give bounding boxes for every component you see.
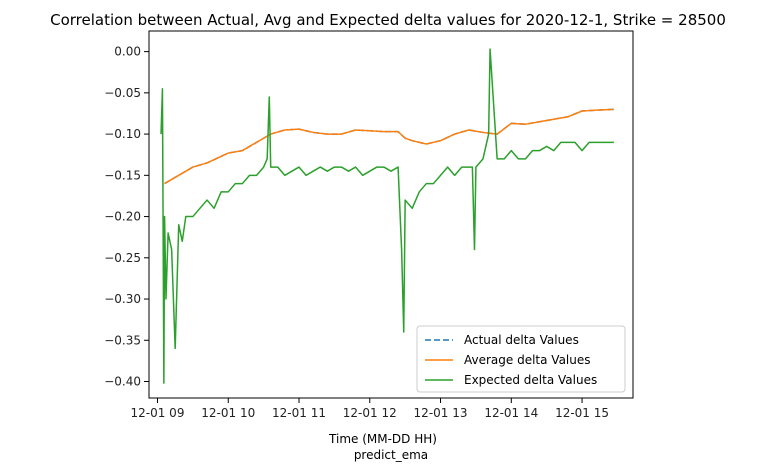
- y-axis: 0.00 −0.05 −0.10 −0.15 −0.20 −0.25 −0.30 −0.35 −…: [104, 45, 149, 389]
- legend-items: Actual delta Values Average delta Values E…: [425, 333, 597, 387]
- x-axis-label: Time (MM-DD HH): [328, 432, 437, 446]
- legend-label-average-delta-values: Average delta Values: [464, 353, 591, 367]
- y-tick-label: −0.30: [104, 292, 141, 306]
- x-tick-label: 12-01 11: [272, 406, 326, 420]
- x-tick-label: 12-01 13: [414, 406, 468, 420]
- y-tick-label: −0.15: [104, 168, 141, 182]
- legend: Actual delta Values Average delta Values E…: [416, 325, 626, 393]
- chart-sublabel: predict_ema: [354, 448, 428, 462]
- plot-area: [148, 30, 634, 399]
- x-tick-label: 12-01 15: [555, 406, 609, 420]
- y-tick-label: −0.20: [104, 210, 141, 224]
- y-tick-label: 0.00: [114, 45, 141, 59]
- y-tick-label: −0.35: [104, 333, 141, 347]
- plot-frame: [148, 30, 634, 399]
- series-layer: [160, 48, 614, 384]
- x-tick-label: 12-01 10: [201, 406, 255, 420]
- legend-box: [416, 325, 626, 393]
- chart-title: Correlation between Actual, Avg and Expe…: [50, 11, 726, 29]
- y-tick-label: −0.05: [104, 86, 141, 100]
- x-tick-label: 12-01 12: [343, 406, 397, 420]
- legend-label-actual-delta-values: Actual delta Values: [464, 333, 579, 347]
- legend-label-expected-delta-values: Expected delta Values: [464, 373, 597, 387]
- x-tick-label: 12-01 14: [484, 406, 538, 420]
- series-line-expected-delta-values: [160, 48, 614, 384]
- y-tick-label: −0.40: [104, 375, 141, 389]
- x-tick-label: 12-01 09: [131, 406, 185, 420]
- x-axis: 12-01 09 12-01 10 12-01 11 12-01 12 12-01 13…: [131, 398, 609, 420]
- y-tick-label: −0.10: [104, 127, 141, 141]
- y-tick-label: −0.25: [104, 251, 141, 265]
- series-line-average-delta-values: [164, 108, 614, 185]
